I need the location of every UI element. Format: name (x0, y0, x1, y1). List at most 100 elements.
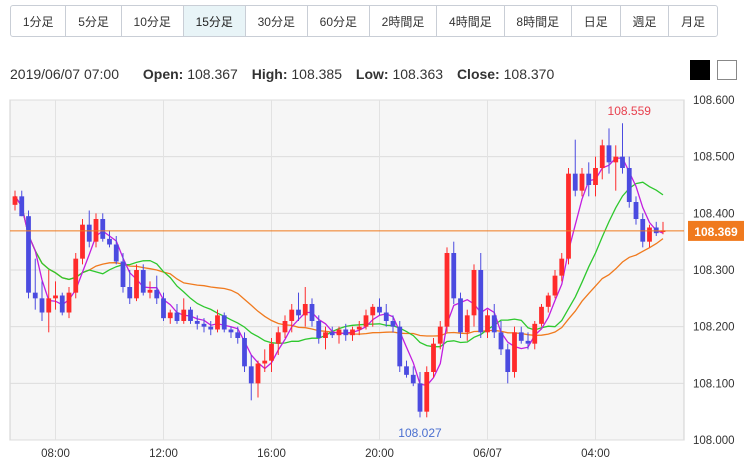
candle-body (599, 145, 605, 168)
candle-body (343, 329, 349, 336)
timeframe-tab[interactable]: 8時間足 (505, 6, 572, 36)
candle-body (46, 298, 52, 313)
candle-body (579, 173, 585, 191)
candle-body (525, 340, 531, 344)
timeframe-tab[interactable]: 5分足 (66, 6, 122, 36)
candle-body (383, 312, 389, 321)
candle-body (134, 270, 139, 299)
candle-body (120, 261, 126, 287)
candle-body (458, 298, 463, 333)
candle-body (302, 304, 308, 316)
candle-body (424, 372, 430, 412)
candle-body (221, 315, 227, 330)
candle-body (167, 312, 173, 319)
candle-body (431, 343, 436, 372)
candle-body (586, 173, 592, 185)
timeframe-tab[interactable]: 2時間足 (370, 6, 438, 36)
candle-body (188, 309, 193, 321)
x-tick-label: 06/07 (473, 448, 502, 460)
candle-body (269, 343, 274, 361)
open-value: 108.367 (187, 66, 238, 82)
candle-body (593, 168, 598, 185)
candle-body (309, 304, 315, 321)
timeframe-tab[interactable]: 日足 (572, 6, 621, 36)
candle-body (289, 309, 295, 321)
candle-body (235, 332, 241, 338)
candle-body (255, 363, 261, 384)
candle-body (606, 145, 612, 163)
candle-body (437, 326, 443, 344)
y-tick-label: 108.400 (693, 208, 735, 220)
candle-body (248, 366, 254, 384)
ohlc-readout: 2019/06/07 07:00 Open: 108.367 High: 108… (10, 66, 554, 82)
close-label: Close: (456, 66, 500, 82)
candle-body (377, 306, 382, 313)
datetime-value: 2019/06/07 07:00 (10, 66, 119, 82)
y-tick-label: 108.300 (693, 265, 735, 277)
candle-body (498, 332, 504, 350)
candle-body (417, 383, 423, 412)
candle-body (32, 292, 38, 299)
candle-body (444, 253, 450, 327)
candle-body (73, 258, 79, 293)
timeframe-tab[interactable]: 60分足 (308, 6, 370, 36)
candle-body (410, 374, 416, 384)
candle-body (539, 306, 544, 324)
candle-body (66, 292, 72, 313)
candle-body (572, 173, 578, 191)
high-annotation: 108.559 (608, 104, 652, 118)
candle-body (552, 275, 558, 296)
timeframe-tab[interactable]: 月足 (681, 14, 706, 29)
timeframe-tab[interactable]: 30分足 (246, 6, 308, 36)
candle-body (208, 326, 214, 330)
candle-body (201, 323, 207, 327)
y-tick-label: 108.600 (693, 95, 735, 107)
candle-body (370, 306, 376, 316)
x-tick-label: 08:00 (41, 448, 70, 460)
candle-body (485, 315, 490, 333)
close-value: 108.370 (503, 66, 555, 82)
candle-body (154, 289, 160, 299)
candle-body (566, 173, 571, 259)
candle-body (100, 219, 106, 239)
current-price-tag (688, 220, 744, 241)
candle-body (350, 329, 355, 336)
candle-body (86, 224, 92, 242)
low-value: 108.363 (392, 66, 444, 82)
timeframe-tab[interactable]: 15分足 (183, 6, 246, 36)
candle-body (323, 332, 328, 338)
candle-body (363, 315, 369, 327)
candle-body (336, 329, 342, 336)
candle-body (316, 321, 322, 338)
candle-body (390, 321, 396, 327)
x-tick-label: 04:00 (581, 448, 610, 460)
candle-body (626, 168, 632, 202)
timeframe-tab[interactable]: 週足 (621, 6, 670, 36)
timeframe-tab[interactable]: 4時間足 (437, 6, 505, 36)
candle-body (640, 219, 646, 242)
candle-body (59, 295, 65, 313)
timeframe-tab[interactable]: 1分足 (11, 6, 67, 36)
candle-body (242, 338, 247, 367)
candle-body (174, 312, 180, 321)
candle-body (397, 326, 403, 367)
candle-body (93, 219, 99, 242)
candle-body (329, 332, 335, 336)
candle-body (127, 287, 133, 299)
y-tick-label: 108.100 (693, 378, 735, 390)
dark-theme-button[interactable] (690, 60, 710, 80)
candle-body (275, 332, 281, 344)
timeframe-tab[interactable]: 10分足 (122, 6, 184, 36)
candle-body (633, 202, 639, 219)
candle-body (451, 253, 457, 299)
open-label: Open: (142, 66, 184, 82)
candle-body (140, 270, 146, 293)
light-theme-button[interactable] (717, 60, 737, 80)
x-tick-label: 12:00 (149, 448, 178, 460)
timeframe-tabs: 1分足 5分足 10分足 15分足 30分足 60分足 2時間足 4時間足 8時間足 日足 週足 月足 (10, 5, 718, 37)
candle-body (215, 315, 220, 330)
x-tick-label: 16:00 (257, 448, 286, 460)
candle-body (647, 227, 652, 242)
candle-body (19, 196, 25, 217)
